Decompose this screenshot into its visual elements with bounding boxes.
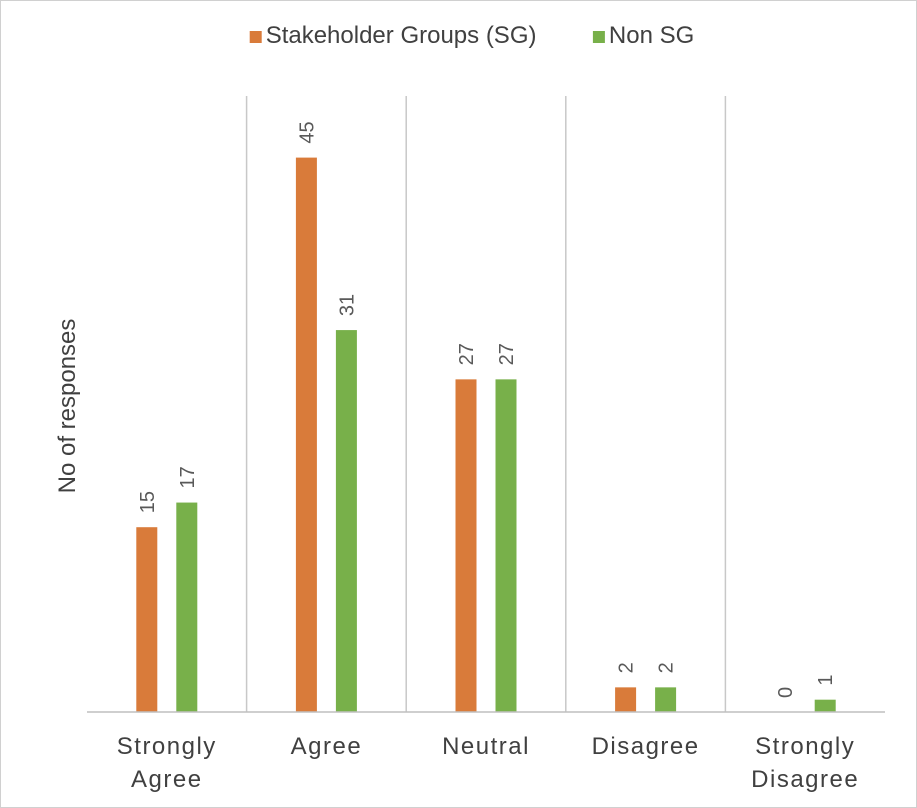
bar-non-sg-strongly-agree	[176, 502, 198, 712]
value-label-non-sg-strongly-disagree: 1	[815, 675, 837, 686]
y-axis-label: No of responses	[54, 319, 81, 494]
value-label-sg-strongly-agree: 15	[137, 491, 159, 513]
legend-label-non-sg: Non SG	[609, 22, 694, 49]
category-labels: Strongly Agree Agree Neutral Disagree Strongl…	[117, 733, 859, 793]
category-label-neutral: Neutral	[442, 733, 530, 760]
category-label-disagree: Disagree	[592, 733, 700, 760]
value-label-non-sg-disagree: 2	[656, 662, 678, 673]
bar-non-sg-neutral	[495, 379, 517, 712]
value-label-sg-agree: 45	[296, 121, 318, 143]
value-label-sg-strongly-disagree: 0	[775, 687, 797, 698]
bar-non-sg-disagree	[655, 687, 677, 712]
value-label-non-sg-agree: 31	[336, 294, 358, 316]
value-label-sg-disagree: 2	[616, 662, 638, 673]
bar-sg-disagree	[615, 687, 637, 712]
bar-sg-neutral	[455, 379, 477, 712]
category-label-strongly-agree-line-2: Agree	[131, 766, 203, 793]
legend-label-sg: Stakeholder Groups (SG)	[266, 22, 537, 49]
bar-non-sg-strongly-disagree	[814, 699, 836, 712]
value-label-sg-neutral: 27	[456, 343, 478, 365]
chart-legend: Stakeholder Groups (SG) Non SG	[249, 22, 694, 49]
value-label-non-sg-strongly-agree: 17	[177, 466, 199, 488]
legend-swatch-non-sg	[592, 31, 605, 43]
bar-non-sg-agree	[335, 330, 357, 712]
bar-sg-strongly-agree	[136, 527, 158, 712]
category-label-strongly-disagree-line-1: Strongly	[755, 733, 855, 760]
legend-swatch-sg	[249, 31, 262, 43]
category-label-agree: Agree	[291, 733, 363, 760]
category-separators	[245, 96, 727, 712]
category-label-strongly-agree-line-1: Strongly	[117, 733, 217, 760]
bars-group	[136, 157, 836, 713]
value-labels: 15 45 27 2 0 17 31 27 2 1	[137, 121, 837, 698]
bar-sg-agree	[295, 157, 317, 713]
value-label-non-sg-neutral: 27	[496, 343, 518, 365]
category-label-strongly-disagree-line-2: Disagree	[751, 766, 859, 793]
